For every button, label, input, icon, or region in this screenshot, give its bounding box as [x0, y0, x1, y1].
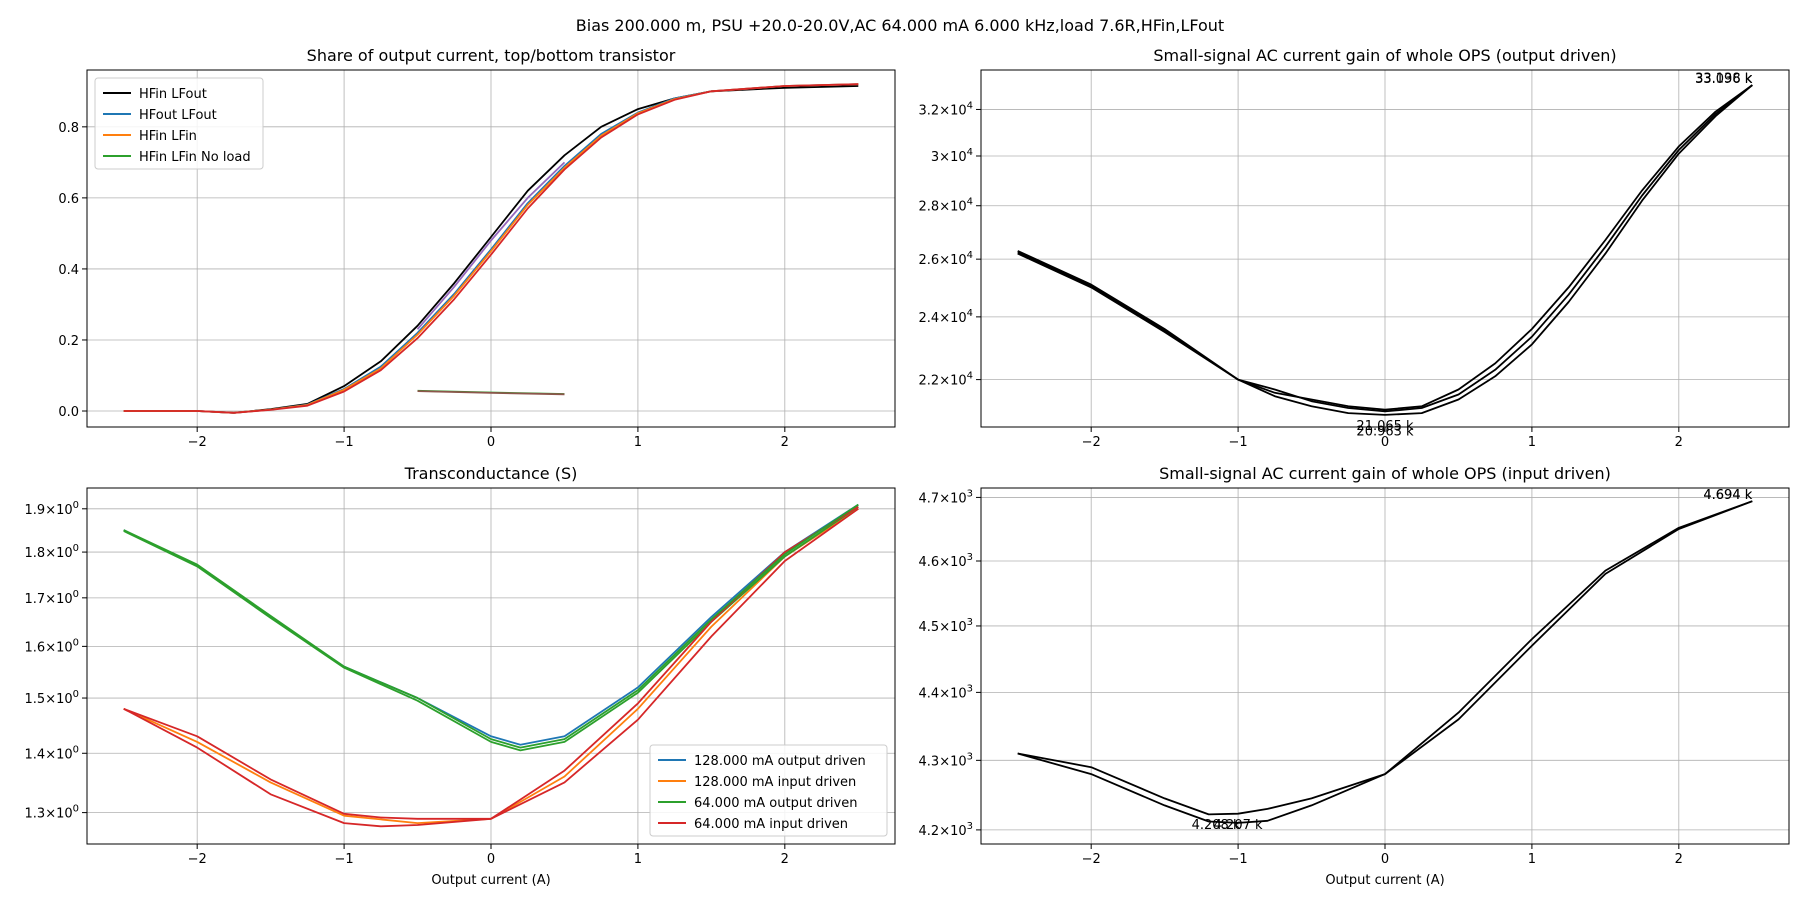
- legend-entry: HFin LFin No load: [139, 150, 251, 165]
- series-line-4: [416, 161, 566, 330]
- y-tick-label: 1.4×100: [25, 744, 79, 762]
- x-tick-label: 0: [487, 435, 495, 450]
- data-label: 4.208 k: [1192, 818, 1241, 833]
- y-tick-label: 4.4×103: [919, 683, 973, 701]
- y-tick-label: 4.7×103: [919, 488, 973, 506]
- data-label: 33.096 k: [1695, 72, 1753, 87]
- y-tick-label: 4.5×103: [919, 617, 973, 635]
- x-tick-label: 2: [781, 435, 789, 450]
- x-tick-label: 0: [487, 852, 495, 867]
- y-tick-label: 1.3×100: [25, 804, 79, 822]
- chart-title: Small-signal AC current gain of whole OP…: [1159, 464, 1611, 483]
- y-tick-label: 0.8: [58, 121, 79, 136]
- y-tick-label: 0.4: [58, 263, 79, 278]
- legend-frame: [649, 744, 888, 837]
- x-tick-label: 2: [781, 852, 789, 867]
- chart-gm: −2 −1 0 1 2 1.3×100 1.4×100 1.5×100 1.6×100 1.7×1…: [25, 464, 896, 888]
- series-line-6: [123, 83, 859, 414]
- y-tick-label: 1.9×100: [25, 500, 79, 518]
- legend-entry: HFout LFout: [139, 108, 217, 123]
- series-line-5: [123, 503, 859, 749]
- chart-gain_in: −2 −1 0 1 2 4.2×103 4.3×103 4.4×103 4.5×103 4.6×1…: [919, 464, 1790, 888]
- data-label: 20.963 k: [1356, 425, 1414, 440]
- y-tick-label: 2.4×104: [919, 308, 973, 326]
- y-tick-label: 2.2×104: [919, 371, 973, 389]
- legend-entry: HFin LFout: [139, 87, 207, 102]
- panels: −2 −1 0 1 2 0.0 0.2 0.4 0.6 0.8 Share of output cu…: [25, 46, 1790, 888]
- legend-entry: 128.000 mA input driven: [694, 775, 856, 790]
- x-tick-label: −1: [1229, 852, 1248, 867]
- y-tick-label: 4.6×103: [919, 552, 973, 570]
- series-line-4: [123, 505, 859, 820]
- x-tick-label: −2: [188, 852, 207, 867]
- x-axis-label: Output current (A): [431, 873, 550, 888]
- legend-entry: HFin LFin: [139, 129, 197, 144]
- figure-suptitle: Bias 200.000 m, PSU +20.0-20.0V,AC 64.00…: [576, 16, 1224, 35]
- x-tick-label: 2: [1675, 435, 1683, 450]
- legend-entry: 64.000 mA input driven: [694, 817, 848, 832]
- legend-entry: 128.000 mA output driven: [694, 754, 866, 769]
- x-tick-label: −2: [188, 435, 207, 450]
- series-line-5: [417, 390, 565, 396]
- series-line-3: [123, 508, 859, 828]
- chart-title: Small-signal AC current gain of whole OP…: [1153, 46, 1616, 65]
- y-tick-label: 0.6: [58, 192, 79, 207]
- y-tick-label: 4.2×103: [919, 821, 973, 839]
- x-tick-label: −2: [1082, 435, 1101, 450]
- y-tick-label: 2.6×104: [919, 250, 973, 268]
- x-tick-label: −1: [1229, 435, 1248, 450]
- chart-gain_out: −2 −1 0 1 2 2.2×104 2.4×104 2.6×104 2.8×104 3×104…: [919, 46, 1790, 450]
- x-tick-label: 1: [1528, 435, 1536, 450]
- x-tick-label: 2: [1675, 852, 1683, 867]
- legend-frame: [94, 77, 264, 170]
- chart-title: Transconductance (S): [404, 464, 578, 483]
- y-tick-label: 2.8×104: [919, 197, 973, 215]
- x-tick-label: 0: [1381, 852, 1389, 867]
- y-tick-label: 1.8×100: [25, 543, 79, 561]
- y-tick-label: 0.0: [58, 405, 79, 420]
- data-label: 33.138 k: [1695, 71, 1753, 86]
- x-tick-label: 1: [634, 435, 642, 450]
- y-tick-label: 3.2×104: [919, 100, 973, 118]
- x-tick-label: 1: [634, 852, 642, 867]
- x-tick-label: 0: [1381, 435, 1389, 450]
- series-line-1: [1017, 500, 1753, 824]
- y-tick-label: 1.6×100: [25, 637, 79, 655]
- data-label: 4.694 k: [1703, 488, 1752, 503]
- y-tick-label: 3×104: [931, 147, 973, 165]
- y-tick-label: 4.3×103: [919, 751, 973, 769]
- x-tick-label: 1: [1528, 852, 1536, 867]
- chart-share: −2 −1 0 1 2 0.0 0.2 0.4 0.6 0.8 Share of output cu…: [58, 46, 896, 450]
- x-tick-label: −2: [1082, 852, 1101, 867]
- y-tick-label: 1.7×100: [25, 589, 79, 607]
- data-label: 21.065 k: [1356, 419, 1414, 434]
- x-axis-label: Output current (A): [1325, 873, 1444, 888]
- series-line-0: [1017, 500, 1753, 816]
- legend-entry: 64.000 mA output driven: [694, 796, 857, 811]
- y-tick-label: 1.5×100: [25, 689, 79, 707]
- legend: HFin LFout HFout LFout HFin LFin HFin LFin …: [94, 77, 264, 170]
- x-tick-label: −1: [335, 852, 354, 867]
- legend: 128.000 mA output driven 128.000 mA input…: [649, 744, 888, 837]
- data-label: 4.694 k: [1703, 488, 1752, 503]
- series-line-2: [1017, 84, 1753, 413]
- y-tick-label: 0.2: [58, 334, 79, 349]
- data-label: 4.207 k: [1214, 818, 1263, 833]
- chart-title: Share of output current, top/bottom tran…: [307, 46, 676, 65]
- x-tick-label: −1: [335, 435, 354, 450]
